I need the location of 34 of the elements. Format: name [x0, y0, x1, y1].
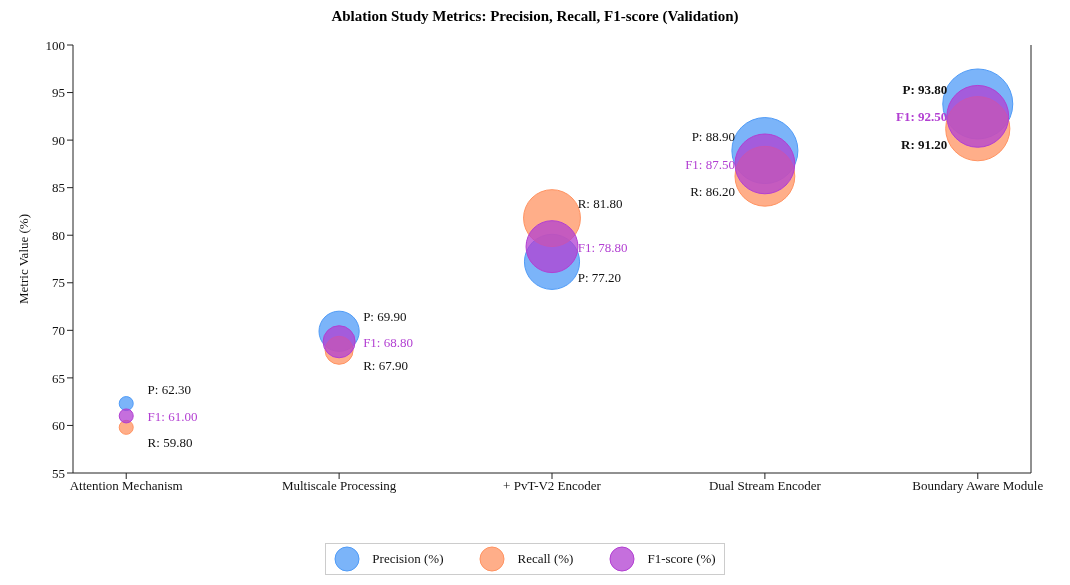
- chart-title: Ablation Study Metrics: Precision, Recall, F1-score (Validation): [330, 8, 740, 25]
- data-label: R: 86.20: [690, 184, 735, 200]
- data-label: R: 67.90: [363, 358, 408, 374]
- data-label: R: 81.80: [577, 196, 623, 212]
- x-tick-label: + PvT-V2 Encoder: [503, 478, 602, 494]
- data-label: F1: 78.80: [577, 239, 628, 255]
- data-label: P: 93.80: [902, 81, 948, 97]
- data-label: R: 59.80: [147, 435, 193, 451]
- legend-label: F1-score (%): [647, 551, 716, 567]
- x-tick-label: Multiscale Processing: [281, 478, 397, 494]
- data-label: F1: 61.00: [147, 408, 198, 424]
- legend-label: Recall (%): [517, 551, 574, 567]
- x-tick-label: Dual Stream Encoder: [708, 478, 822, 494]
- y-tick-label: 60: [52, 418, 65, 434]
- y-tick-label: 70: [52, 322, 65, 338]
- y-tick-label: 75: [52, 275, 65, 291]
- y-tick-label: 100: [45, 37, 65, 53]
- x-tick-label: Boundary Aware Module: [912, 478, 1044, 494]
- data-label: P: 88.90: [691, 128, 735, 144]
- y-tick-label: 85: [52, 180, 65, 196]
- data-label: R: 91.20: [901, 136, 948, 152]
- data-label: F1: 87.50: [685, 156, 735, 172]
- data-label: P: 69.90: [363, 309, 407, 325]
- data-label: F1: 68.80: [363, 334, 413, 350]
- y-tick-label: 80: [52, 227, 65, 243]
- y-tick-label: 55: [52, 465, 65, 481]
- data-label: P: 62.30: [147, 381, 191, 397]
- y-axis-title: Metric Value (%): [15, 213, 31, 305]
- y-tick-label: 95: [52, 85, 65, 101]
- data-label: P: 77.20: [577, 269, 622, 285]
- y-tick-label: 90: [52, 132, 65, 148]
- x-tick-label: Attention Mechanism: [69, 478, 183, 494]
- y-tick-label: 65: [52, 370, 65, 386]
- legend-label: Precision (%): [372, 551, 444, 567]
